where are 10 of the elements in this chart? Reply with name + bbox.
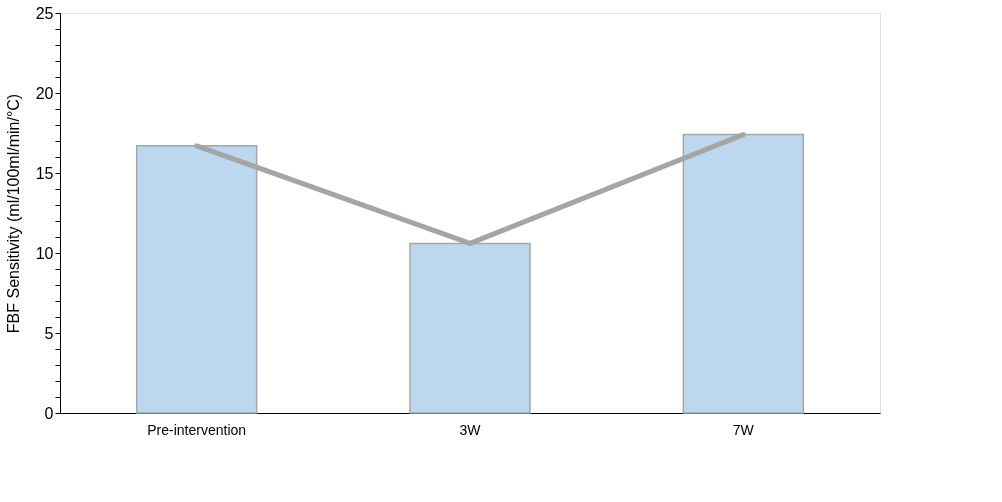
y-tick-label: 0 xyxy=(44,404,54,422)
y-axis-title: FBF Sensitivity (ml/100ml/min/°C) xyxy=(4,93,22,334)
x-tick-label: 3W xyxy=(459,421,482,438)
x-tick-label: Pre-intervention xyxy=(147,421,247,438)
y-tick-label: 5 xyxy=(44,324,54,342)
y-tick-label: 25 xyxy=(35,4,54,22)
y-tick-label: 15 xyxy=(35,164,54,182)
y-tick-label: 20 xyxy=(35,84,54,102)
y-tick-label: 10 xyxy=(35,244,54,262)
x-tick-label: 7W xyxy=(732,421,755,438)
